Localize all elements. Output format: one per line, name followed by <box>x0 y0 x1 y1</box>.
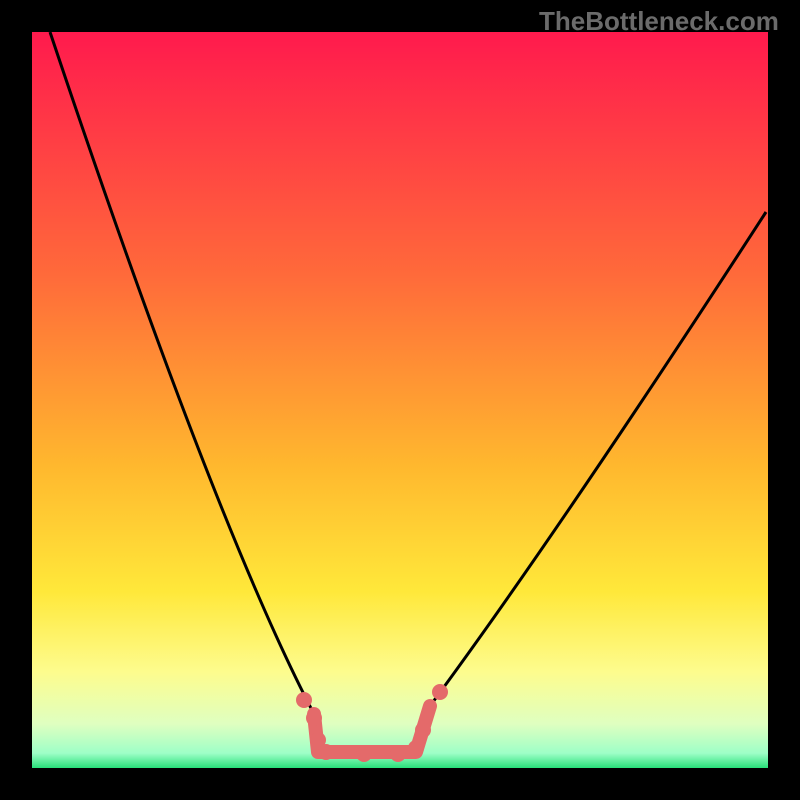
valley-dot <box>432 684 448 700</box>
valley-dot <box>415 722 431 738</box>
chart-svg <box>0 0 800 800</box>
valley-dot <box>318 744 334 760</box>
valley-dot <box>408 740 424 756</box>
valley-dot <box>356 746 372 762</box>
valley-dot <box>306 710 322 726</box>
valley-dot <box>296 692 312 708</box>
valley-marker <box>296 684 448 762</box>
valley-dot <box>390 746 406 762</box>
bottleneck-curve-left <box>50 32 314 714</box>
watermark-text: TheBottleneck.com <box>539 6 779 37</box>
bottleneck-curve-right <box>430 212 766 706</box>
chart-stage: TheBottleneck.com <box>0 0 800 800</box>
